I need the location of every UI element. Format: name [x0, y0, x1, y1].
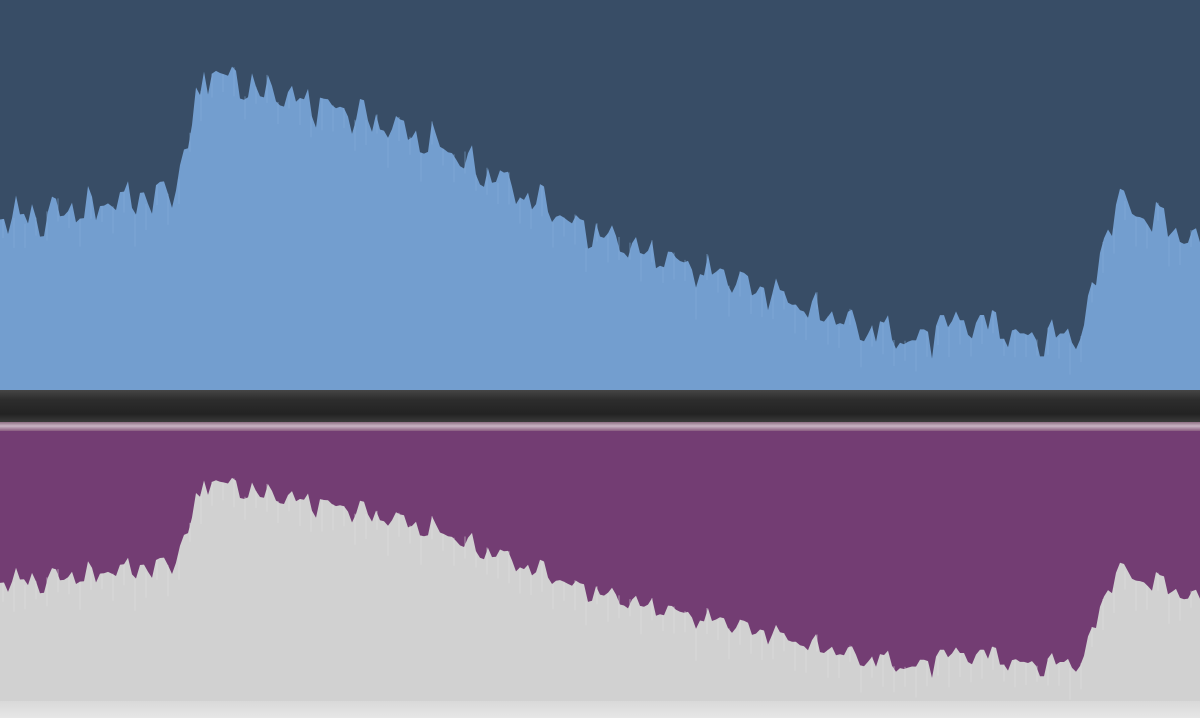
- top-waveform-canvas: [0, 0, 1200, 390]
- track-divider-dark: [0, 390, 1200, 422]
- top-waveform-shape: [0, 66, 1200, 390]
- bottom-waveform-canvas: [0, 431, 1200, 701]
- timeline-footer-strip: [0, 701, 1200, 718]
- bottom-waveform-track[interactable]: [0, 431, 1200, 701]
- bottom-waveform-shape: [0, 477, 1200, 701]
- top-waveform-track[interactable]: [0, 0, 1200, 390]
- track-divider-light: [0, 422, 1200, 431]
